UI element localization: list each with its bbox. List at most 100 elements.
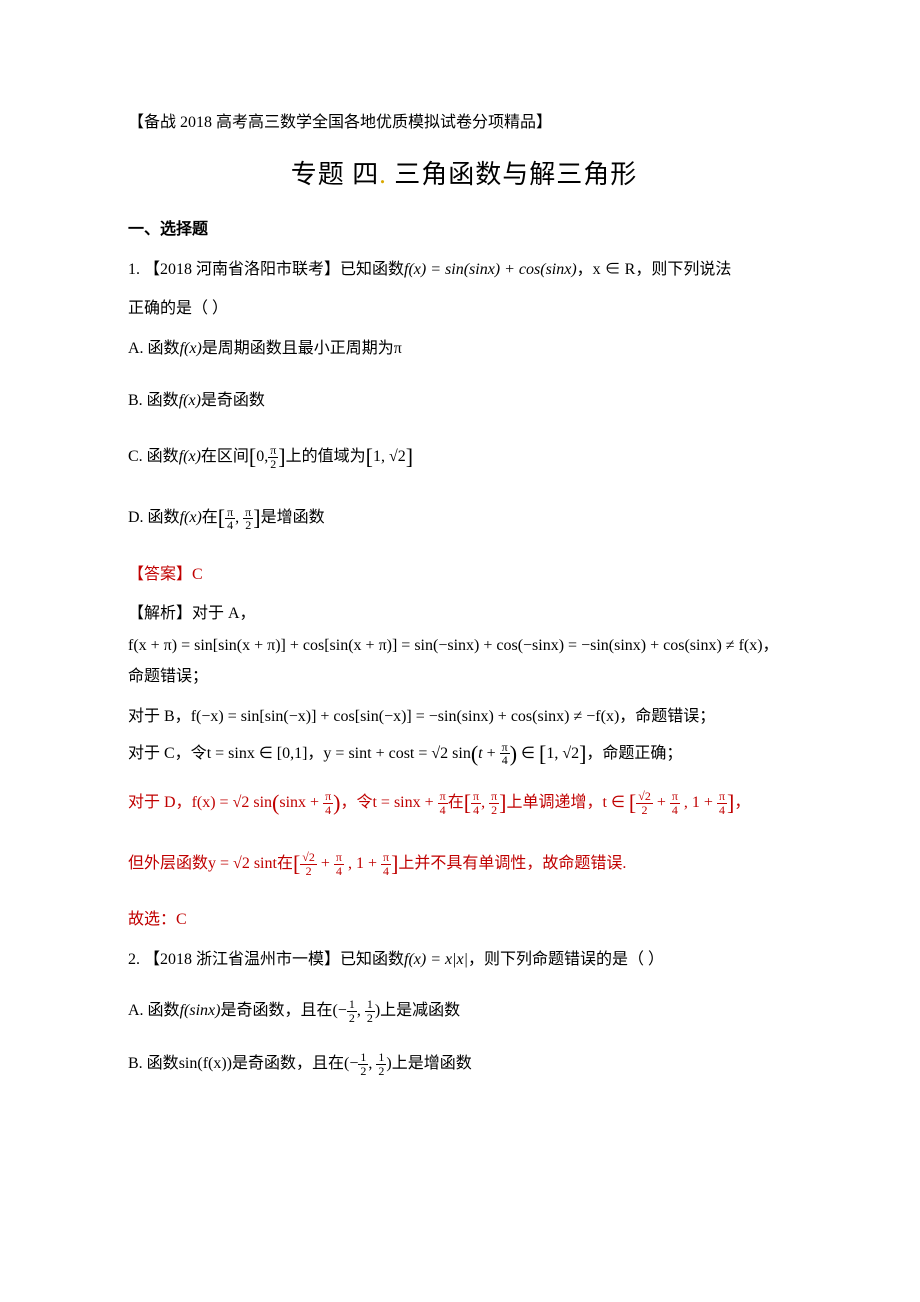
frac-pi-2: π2 bbox=[268, 444, 278, 470]
q1-optA: A. 函数f(x)是周期函数且最小正周期为π bbox=[128, 336, 800, 362]
q1-A-fx: f(x) bbox=[180, 340, 202, 357]
analysis-B-math: f(−x) = sin[sin(−x)] + cos[sin(−x)] = −s… bbox=[191, 708, 620, 725]
q2-A-pre: A. 函数 bbox=[128, 1002, 180, 1019]
q2-fx: f(x) = x|x| bbox=[404, 951, 468, 968]
q2-A-fx: f(sinx) bbox=[180, 1002, 221, 1019]
bracket-r3: ] bbox=[253, 505, 260, 530]
comma-1: , bbox=[235, 509, 243, 526]
q1-C-pre: C. 函数 bbox=[128, 448, 179, 465]
frac-pi-4d: π4 bbox=[438, 790, 448, 816]
q2-intro: 2. 【2018 浙江省温州市一模】已知函数 bbox=[128, 951, 404, 968]
plus2: + bbox=[317, 855, 334, 872]
doc-header: 【备战 2018 高考高三数学全国各地优质模拟试卷分项精品】 bbox=[128, 110, 800, 136]
analysis-A-body: f(x + π) = sin[sin(x + π)] + cos[sin(x +… bbox=[128, 633, 800, 659]
analysis-B: 对于 B，f(−x) = sin[sin(−x)] + cos[sin(−x)]… bbox=[128, 704, 800, 730]
page-content: 【备战 2018 高考高三数学全国各地优质模拟试卷分项精品】 专题 四. 三角函… bbox=[0, 0, 920, 1163]
analysis-D-comma: ， bbox=[734, 794, 750, 811]
analysis-D2-pre: 但外层函数 bbox=[128, 855, 208, 872]
q1-cond: ，x ∈ R，则下列说法 bbox=[577, 261, 732, 278]
paren-r: ) bbox=[510, 741, 517, 766]
analysis-D2: 但外层函数y = √2 sint在[√22 + π4 , 1 + π4]上并不具… bbox=[128, 846, 800, 881]
one-sqrt2b: 1, √2 bbox=[546, 745, 579, 762]
analysis-C-post: ，命题正确； bbox=[586, 745, 682, 762]
frac-pi-4: π4 bbox=[225, 506, 235, 532]
q1-C-mid: 在区间 bbox=[201, 448, 249, 465]
title-pre: 专题 四 bbox=[291, 160, 380, 189]
analysis-A-wrong: 命题错误； bbox=[128, 664, 800, 690]
q2-B-fx: sin(f(x)) bbox=[179, 1055, 232, 1072]
in-sign: ∈ bbox=[517, 745, 539, 762]
analysis-D2-y: y = √2 sint bbox=[208, 855, 277, 872]
q1-A-pre: A. 函数 bbox=[128, 340, 180, 357]
frac-pi-4g: π4 bbox=[717, 790, 727, 816]
frac-pi-2c: π2 bbox=[489, 790, 499, 816]
bracket-l2: [ bbox=[366, 444, 373, 469]
q2-B-post: 上是增函数 bbox=[392, 1055, 472, 1072]
q2-optA: A. 函数f(sinx)是奇函数，且在(−12, 12)上是减函数 bbox=[128, 998, 800, 1024]
analysis-D: 对于 D，f(x) = √2 sin(sinx + π4)，令t = sinx … bbox=[128, 785, 800, 820]
analysis-D-pre: 对于 D， bbox=[128, 794, 192, 811]
q1-intro: 1. 【2018 河南省洛阳市联考】已知函数 bbox=[128, 261, 404, 278]
plus1: + bbox=[653, 794, 670, 811]
bracket-l3: [ bbox=[218, 505, 225, 530]
conclusion: 故选：C bbox=[128, 907, 800, 933]
frac-s2-2b: √22 bbox=[300, 851, 317, 877]
bl6: [ bbox=[293, 851, 300, 876]
q2-A-mid: 是奇函数，且在 bbox=[220, 1002, 332, 1019]
analysis-C: 对于 C，令t = sinx ∈ [0,1]，y = sint + cost =… bbox=[128, 736, 800, 771]
q1-B-pre: B. 函数 bbox=[128, 392, 179, 409]
sinx-plus: sinx + bbox=[279, 794, 323, 811]
frac-pi-4h: π4 bbox=[334, 851, 344, 877]
bl4: [ bbox=[464, 790, 471, 815]
br4: ] bbox=[499, 790, 506, 815]
comma-q2a: , bbox=[357, 1002, 365, 1019]
analysis-D2-post: 上并不具有单调性，故命题错误. bbox=[398, 855, 626, 872]
q2-line1: 2. 【2018 浙江省温州市一模】已知函数f(x) = x|x|，则下列命题错… bbox=[128, 947, 800, 973]
q1-D-fx: f(x) bbox=[180, 509, 202, 526]
comma-q2b: , bbox=[368, 1055, 376, 1072]
analysis-D-mid1: 在 bbox=[448, 794, 464, 811]
q2-B-range: (− bbox=[344, 1055, 358, 1072]
zero: 0, bbox=[256, 448, 268, 465]
q2-B-pre: B. 函数 bbox=[128, 1055, 179, 1072]
q1-B-fx: f(x) bbox=[179, 392, 201, 409]
analysis-C-y-pre: ，y = sint + cost = √2 sin bbox=[307, 745, 470, 762]
analysis-B-pre: 对于 B， bbox=[128, 708, 191, 725]
frac-pi-4i: π4 bbox=[381, 851, 391, 877]
frac-1-2a: 12 bbox=[347, 998, 357, 1024]
answer-line: 【答案】C bbox=[128, 562, 800, 588]
analysis-D-mid2: 上单调递增， bbox=[507, 794, 603, 811]
analysis-A-math: f(x + π) = sin[sin(x + π)] + cos[sin(x +… bbox=[128, 637, 763, 654]
analysis-A-head: 【解析】对于 A， bbox=[128, 601, 800, 627]
analysis-C-t: t = sinx ∈ [0,1] bbox=[207, 745, 308, 762]
q1-line2: 正确的是（ ） bbox=[128, 296, 800, 322]
q2-B-mid: 是奇函数，且在 bbox=[232, 1055, 344, 1072]
comma4: , 1 + bbox=[344, 855, 381, 872]
q1-D-post: 是增函数 bbox=[261, 509, 325, 526]
one-sqrt2: 1, √2 bbox=[373, 448, 406, 465]
q2-A-post: 上是减函数 bbox=[380, 1002, 460, 1019]
bracket-r2: ] bbox=[406, 444, 413, 469]
q2-optB: B. 函数sin(f(x))是奇函数，且在(−12, 12)上是增函数 bbox=[128, 1051, 800, 1077]
section-heading: 一、选择题 bbox=[128, 217, 800, 243]
q1-C-range-post: 上的值域为 bbox=[286, 448, 366, 465]
q1-A-post: 是周期函数且最小正周期为π bbox=[202, 340, 402, 357]
frac-1-2c: 12 bbox=[358, 1051, 368, 1077]
answer-label: 【答案】 bbox=[128, 566, 192, 583]
answer-value: C bbox=[192, 566, 203, 583]
bracket-r: ] bbox=[278, 444, 285, 469]
q1-D-mid: 在 bbox=[202, 509, 218, 526]
q1-B-post: 是奇函数 bbox=[201, 392, 265, 409]
q1-optC: C. 函数f(x)在区间[0,π2]上的值域为[1, √2] bbox=[128, 439, 800, 474]
q1-optB: B. 函数f(x)是奇函数 bbox=[128, 388, 800, 414]
q1-optD: D. 函数f(x)在[π4, π2]是增函数 bbox=[128, 500, 800, 535]
analysis-D-fx: f(x) = √2 sin bbox=[192, 794, 272, 811]
q1-line1: 1. 【2018 河南省洛阳市联考】已知函数f(x) = sin(sinx) +… bbox=[128, 257, 800, 283]
frac-pi-4f: π4 bbox=[670, 790, 680, 816]
q2-tail: ，则下列命题错误的是（ ） bbox=[468, 951, 664, 968]
bl5: [ bbox=[629, 790, 636, 815]
frac-pi-4c: π4 bbox=[323, 790, 333, 816]
frac-pi-4e: π4 bbox=[471, 790, 481, 816]
q1-fx: f(x) = sin(sinx) + cos(sinx) bbox=[404, 261, 577, 278]
analysis-A-tail: ， bbox=[763, 637, 779, 654]
